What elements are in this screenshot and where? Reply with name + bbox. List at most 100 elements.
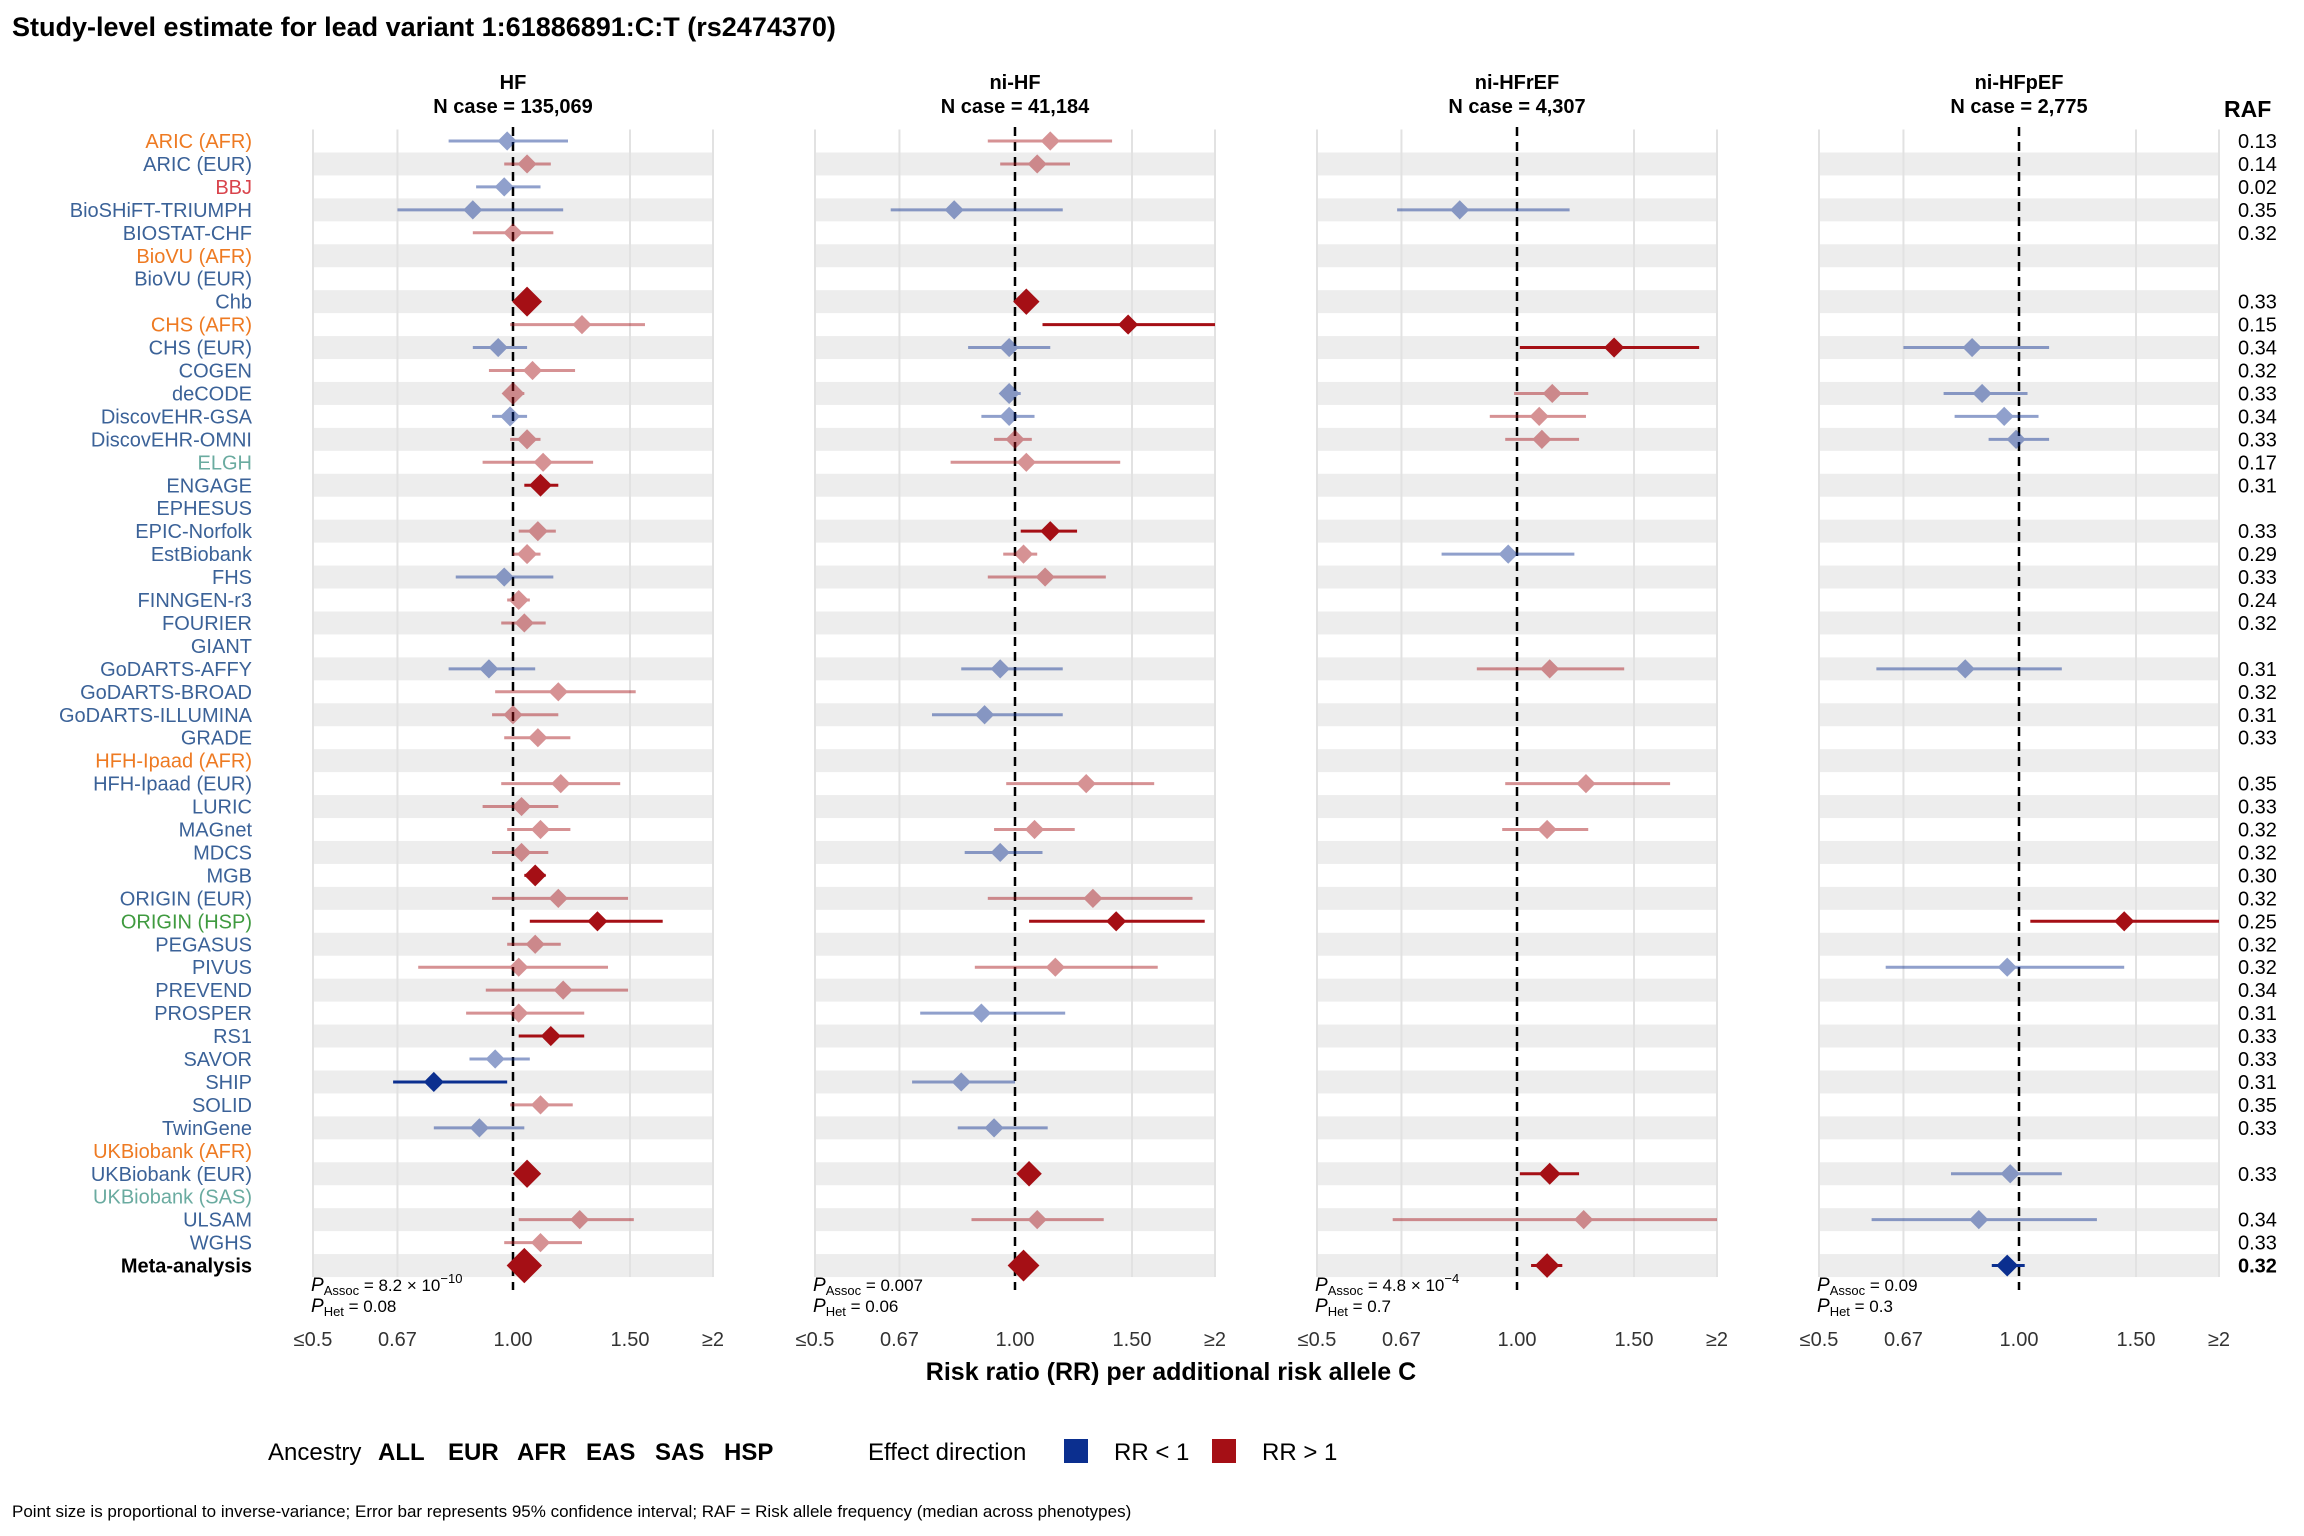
estimate-point — [1903, 337, 2050, 358]
row-band — [815, 1116, 1215, 1140]
estimate-diamond — [1542, 383, 1562, 404]
row-band — [815, 381, 1215, 405]
raf-value: 0.35 — [2238, 1095, 2277, 1117]
estimate-point — [518, 521, 556, 542]
estimate-point — [1531, 1253, 1563, 1278]
estimate-diamond — [463, 200, 483, 220]
estimate-point — [1476, 659, 1625, 679]
estimate-point — [1876, 659, 2062, 679]
study-label: BBJ — [215, 177, 252, 199]
estimate-point — [501, 382, 525, 405]
raf-value: 0.24 — [2238, 590, 2277, 612]
x-tick-label: 1.00 — [494, 1329, 533, 1351]
estimate-point — [492, 705, 559, 725]
x-tick-labels: ≤0.5 0.67 1.00 1.50 ≥2 ≤0.5 0.67 1.00 1.50 ≥2 ≤0.5… — [294, 1329, 2230, 1351]
estimate-point — [950, 452, 1121, 472]
estimate-diamond — [2114, 911, 2135, 932]
estimate-point — [920, 1003, 1066, 1023]
study-label: EPIC-Norfolk — [135, 521, 253, 543]
legend-swatch-above — [1212, 1439, 1236, 1463]
x-tick-label: 1.50 — [1113, 1329, 1152, 1351]
study-label: RS1 — [213, 1026, 252, 1048]
estimate-point — [981, 406, 1035, 426]
raf-value: 0.30 — [2238, 865, 2277, 887]
estimate-point — [393, 1071, 508, 1092]
row-band — [815, 1024, 1215, 1048]
estimate-diamond — [530, 1095, 551, 1115]
row-band — [1819, 1024, 2219, 1048]
row-band — [313, 1116, 713, 1140]
estimate-diamond — [524, 864, 547, 887]
estimate-point — [469, 1049, 530, 1069]
estimate-point — [890, 200, 1063, 220]
estimate-point — [1519, 337, 1700, 358]
study-label: ELGH — [198, 452, 252, 474]
estimate-diamond — [1076, 774, 1096, 794]
estimate-diamond — [1538, 1162, 1561, 1185]
x-tick-label: 0.67 — [1884, 1329, 1923, 1351]
raf-value: 0.32 — [2238, 682, 2277, 704]
estimate-diamond — [990, 659, 1010, 679]
estimate-diamond — [1997, 957, 2017, 977]
estimate-diamond — [511, 842, 532, 863]
estimate-point — [504, 154, 551, 174]
raf-value: 0.02 — [2238, 177, 2277, 199]
panel-title: ni-HFrEF — [1475, 72, 1559, 94]
raf-values: 0.130.140.020.350.320.330.150.340.320.33… — [2238, 131, 2277, 1278]
legend-ancestry-item: AFR — [517, 1439, 566, 1466]
raf-value: 0.33 — [2238, 1233, 2277, 1255]
estimate-diamond — [944, 200, 964, 220]
estimate-point — [1006, 774, 1155, 794]
study-label: DiscovEHR-GSA — [101, 406, 253, 428]
estimate-diamond — [951, 1072, 971, 1092]
estimate-point — [513, 544, 541, 565]
estimate-diamond — [512, 286, 543, 317]
estimate-point — [492, 406, 528, 427]
row-band — [313, 473, 713, 497]
x-tick-label: ≥2 — [1204, 1329, 1226, 1351]
estimate-diamond — [494, 177, 514, 197]
estimate-diamond — [494, 567, 514, 587]
estimate-diamond — [527, 521, 548, 542]
row-band — [1317, 427, 1717, 451]
raf-value: 0.35 — [2238, 200, 2277, 222]
estimate-point — [482, 452, 594, 472]
x-tick-label: 1.00 — [1498, 1329, 1537, 1351]
row-band — [815, 519, 1215, 543]
estimate-diamond — [1040, 131, 1060, 151]
raf-value: 0.17 — [2238, 452, 2277, 474]
estimate-point — [1003, 544, 1038, 564]
study-label: Chb — [215, 292, 252, 314]
estimate-point — [501, 613, 546, 633]
panel-subtitle: N case = 2,775 — [1950, 96, 2087, 118]
estimate-point — [504, 1233, 582, 1253]
estimate-diamond — [503, 223, 523, 243]
row-band — [313, 519, 713, 543]
estimate-point — [418, 957, 609, 977]
estimate-diamond — [1083, 888, 1103, 908]
estimate-point — [994, 429, 1032, 449]
study-label: MGB — [206, 865, 252, 887]
p-het: PHet = 0.06 — [813, 1296, 898, 1319]
raf-value: 0.33 — [2238, 383, 2277, 405]
estimate-diamond — [990, 842, 1010, 863]
study-label: PIVUS — [192, 957, 252, 979]
row-band — [1819, 1208, 2219, 1232]
estimate-diamond — [512, 1159, 542, 1188]
study-label: FINNGEN-r3 — [138, 590, 252, 612]
study-label: GoDARTS-AFFY — [100, 659, 252, 681]
estimate-point — [455, 567, 554, 587]
estimate-diamond — [511, 796, 532, 817]
estimate-point — [1505, 774, 1671, 794]
estimate-diamond — [1534, 1253, 1560, 1278]
estimate-point — [476, 177, 541, 197]
estimate-diamond — [1574, 1210, 1594, 1230]
estimate-point — [974, 957, 1158, 977]
estimate-point — [994, 819, 1075, 840]
row-band — [1819, 290, 2219, 314]
estimate-point — [492, 888, 629, 908]
row-band — [1819, 1162, 2219, 1186]
row-band — [1819, 336, 2219, 360]
study-label: ORIGIN (EUR) — [120, 888, 252, 910]
x-tick-label: ≤0.5 — [796, 1329, 835, 1351]
